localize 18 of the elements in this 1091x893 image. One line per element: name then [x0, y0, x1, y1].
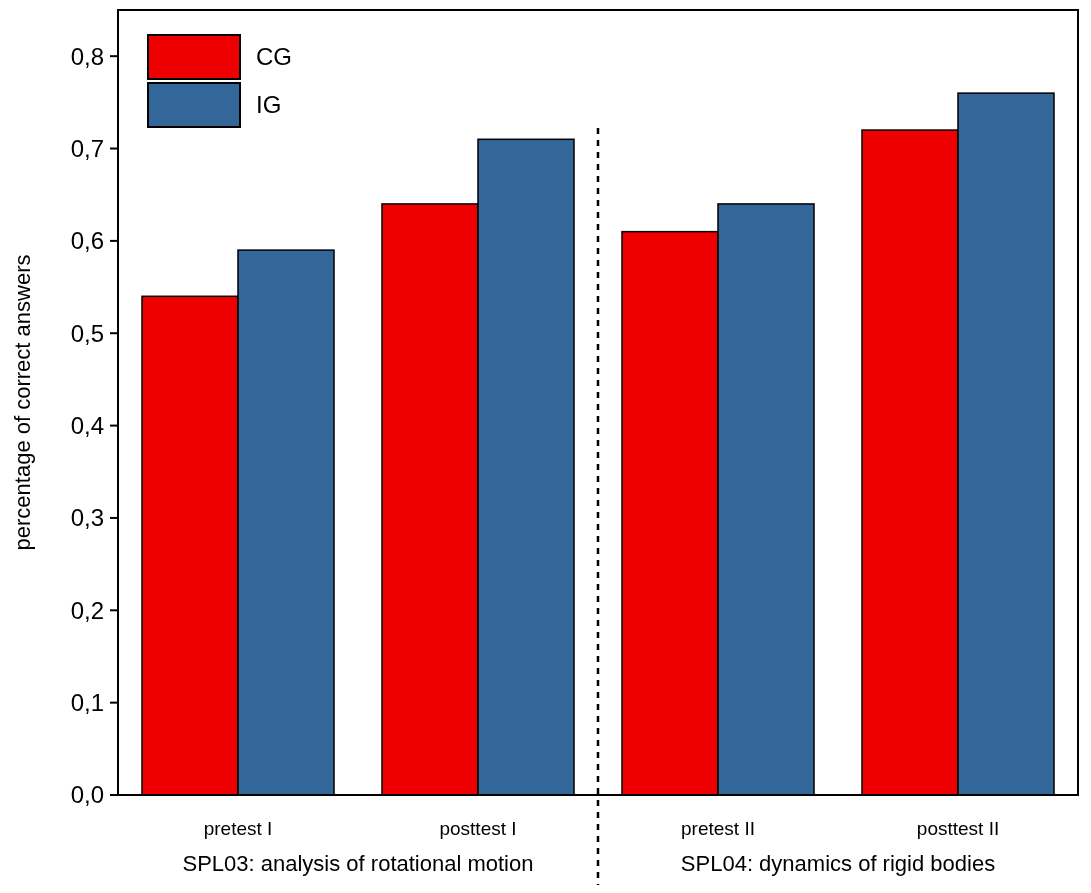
- y-tick-label: 0,0: [70, 781, 104, 809]
- y-tick-label: 0,5: [70, 319, 104, 347]
- y-tick-label: 0,1: [70, 689, 104, 717]
- legend-label: IG: [256, 91, 282, 119]
- x-tick-label: pretest I: [203, 818, 273, 839]
- text: SPL04: dynamics of rigid bodies: [680, 851, 996, 876]
- y-tick-label: 0,7: [70, 134, 104, 162]
- y-tick-label: 0,2: [70, 596, 104, 624]
- legend-label: CG: [256, 43, 292, 71]
- text: SPL03: analysis of rotational motion: [182, 851, 534, 876]
- y-tick-label: 0,6: [70, 227, 104, 255]
- y-tick-label: 0,4: [70, 411, 104, 439]
- x-tick-label: posttest II: [916, 818, 1000, 839]
- y-tick-label: 0,8: [70, 42, 104, 70]
- y-axis-title: percentage of correct answers: [10, 254, 35, 551]
- y-tick-label: 0,3: [70, 504, 104, 532]
- x-tick-label: posttest I: [439, 818, 517, 839]
- x-tick-label: pretest II: [681, 818, 755, 839]
